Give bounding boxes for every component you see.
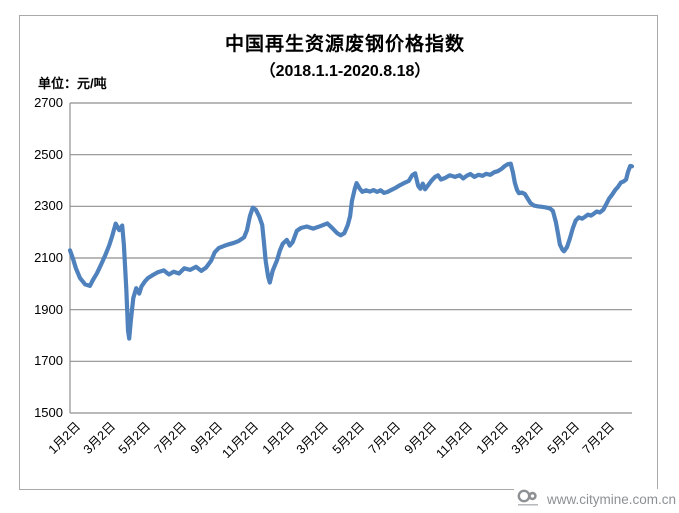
y-tick-label-1900: 1900	[34, 301, 63, 317]
y-tick-label-2100: 2100	[34, 250, 63, 265]
y-tick-label-2500: 2500	[34, 146, 63, 162]
y-tick-label-1500: 1500	[34, 405, 63, 420]
y-tick-label-2700: 2700	[34, 95, 63, 110]
chart-title: 中国再生资源废钢价格指数	[224, 34, 465, 55]
chart-subtitle: （2018.1.1-2020.8.18）	[259, 63, 431, 80]
watermark: www.citymine.com.cn	[514, 489, 679, 509]
y-tick-label-1700: 1700	[34, 353, 63, 369]
watermark-url: www.citymine.com.cn	[547, 491, 677, 507]
citymine-logo-icon	[517, 489, 538, 506]
price-index-series-line	[67, 161, 635, 341]
unit-label: 单位：元/吨	[38, 76, 107, 91]
y-tick-label-2300: 2300	[34, 198, 63, 214]
